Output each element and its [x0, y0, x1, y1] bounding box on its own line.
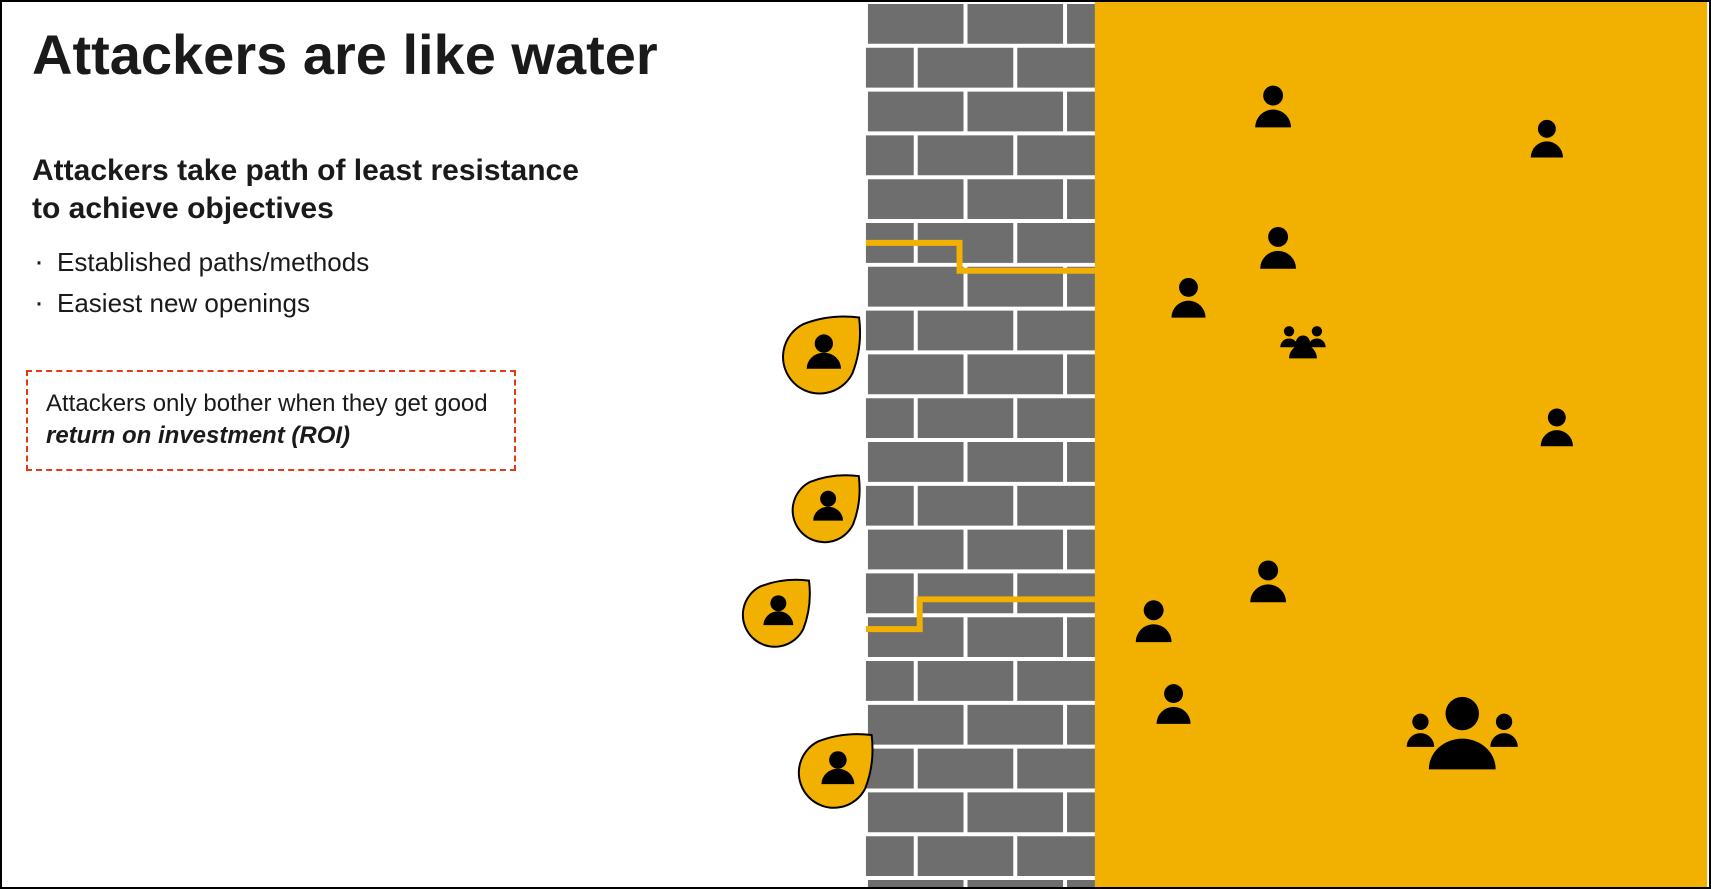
person-icon: [1531, 120, 1563, 158]
group-icon: [1407, 697, 1518, 769]
bullet-item: Established paths/methods: [32, 247, 369, 278]
callout-text: Attackers only bother when they get good: [46, 390, 488, 417]
slide: Attackers are like water Attackers take …: [0, 0, 1711, 889]
yellow-zone: [1095, 2, 1707, 887]
attacker-drop: [793, 475, 860, 542]
subtitle-line-1: Attackers take path of least resistance: [32, 154, 579, 187]
person-icon: [1250, 560, 1286, 602]
person-icon: [1171, 278, 1205, 318]
bullet-item: Easiest new openings: [32, 288, 369, 319]
page-title: Attackers are like water: [32, 22, 658, 87]
attacker-drop: [783, 316, 860, 393]
bullet-list: Established paths/methods Easiest new op…: [32, 237, 369, 319]
wall-crack: [866, 243, 1095, 271]
callout-emphasis: return on investment (ROI): [46, 422, 350, 449]
person-icon: [1260, 227, 1296, 269]
subtitle-line-2: to achieve objectives: [32, 192, 334, 225]
attacker-drop: [799, 734, 873, 808]
group-icon: [1280, 326, 1325, 358]
attacker-drop: [743, 580, 810, 647]
brick-wall: [866, 2, 1095, 887]
person-icon: [1136, 600, 1172, 642]
subtitle: Attackers take path of least resistance …: [32, 152, 579, 227]
roi-callout: Attackers only bother when they get good…: [26, 370, 516, 471]
wall-crack: [866, 599, 1095, 629]
brick-pattern: [866, 2, 1095, 887]
person-icon: [1541, 409, 1573, 447]
person-icon: [1255, 86, 1291, 128]
person-icon: [1157, 684, 1191, 724]
